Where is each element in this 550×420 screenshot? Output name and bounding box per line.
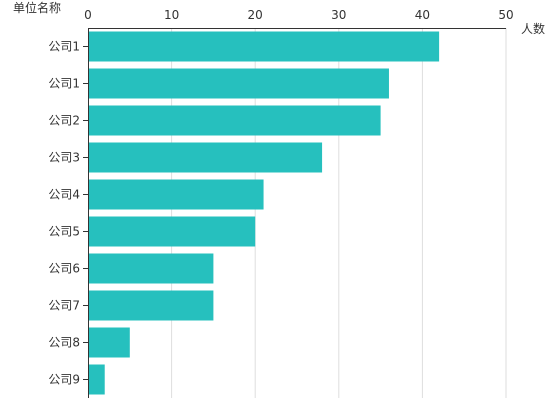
bar xyxy=(89,327,130,358)
y-tick-label: 公司5 xyxy=(48,225,80,239)
y-tick-label: 公司2 xyxy=(48,114,80,128)
x-tick-label: 10 xyxy=(164,8,179,22)
x-tick-label: 50 xyxy=(498,8,513,22)
bar xyxy=(89,364,105,395)
bar xyxy=(89,290,214,321)
bar xyxy=(89,179,264,210)
y-tick-label: 公司3 xyxy=(48,151,80,165)
bar xyxy=(89,253,214,284)
x-tick-label: 40 xyxy=(415,8,430,22)
x-tick-label: 30 xyxy=(331,8,346,22)
y-axis-title: 单位名称 xyxy=(13,0,61,15)
y-tick-label: 公司9 xyxy=(48,373,80,387)
y-tick-label: 公司1 xyxy=(48,77,80,91)
y-tick-label: 公司1 xyxy=(48,40,80,54)
y-tick-label: 公司8 xyxy=(48,336,80,350)
y-tick-label: 公司4 xyxy=(48,188,80,202)
axes-layer: 0 10 20 30 40 50 公司1 公司1 公司2 公司3 公司4 公司5 公司6 公司7 公司8 公司… xyxy=(48,8,514,398)
bar xyxy=(89,68,389,99)
bar xyxy=(89,31,440,62)
x-tick-label: 20 xyxy=(248,8,263,22)
bar xyxy=(89,142,323,173)
x-axis-title: 人数 xyxy=(521,21,545,36)
y-tick-label: 公司7 xyxy=(48,299,80,313)
bars-layer xyxy=(89,31,440,395)
x-tick-label: 0 xyxy=(84,8,92,22)
y-tick-label: 公司6 xyxy=(48,262,80,276)
bar xyxy=(89,216,256,247)
bar xyxy=(89,105,381,136)
